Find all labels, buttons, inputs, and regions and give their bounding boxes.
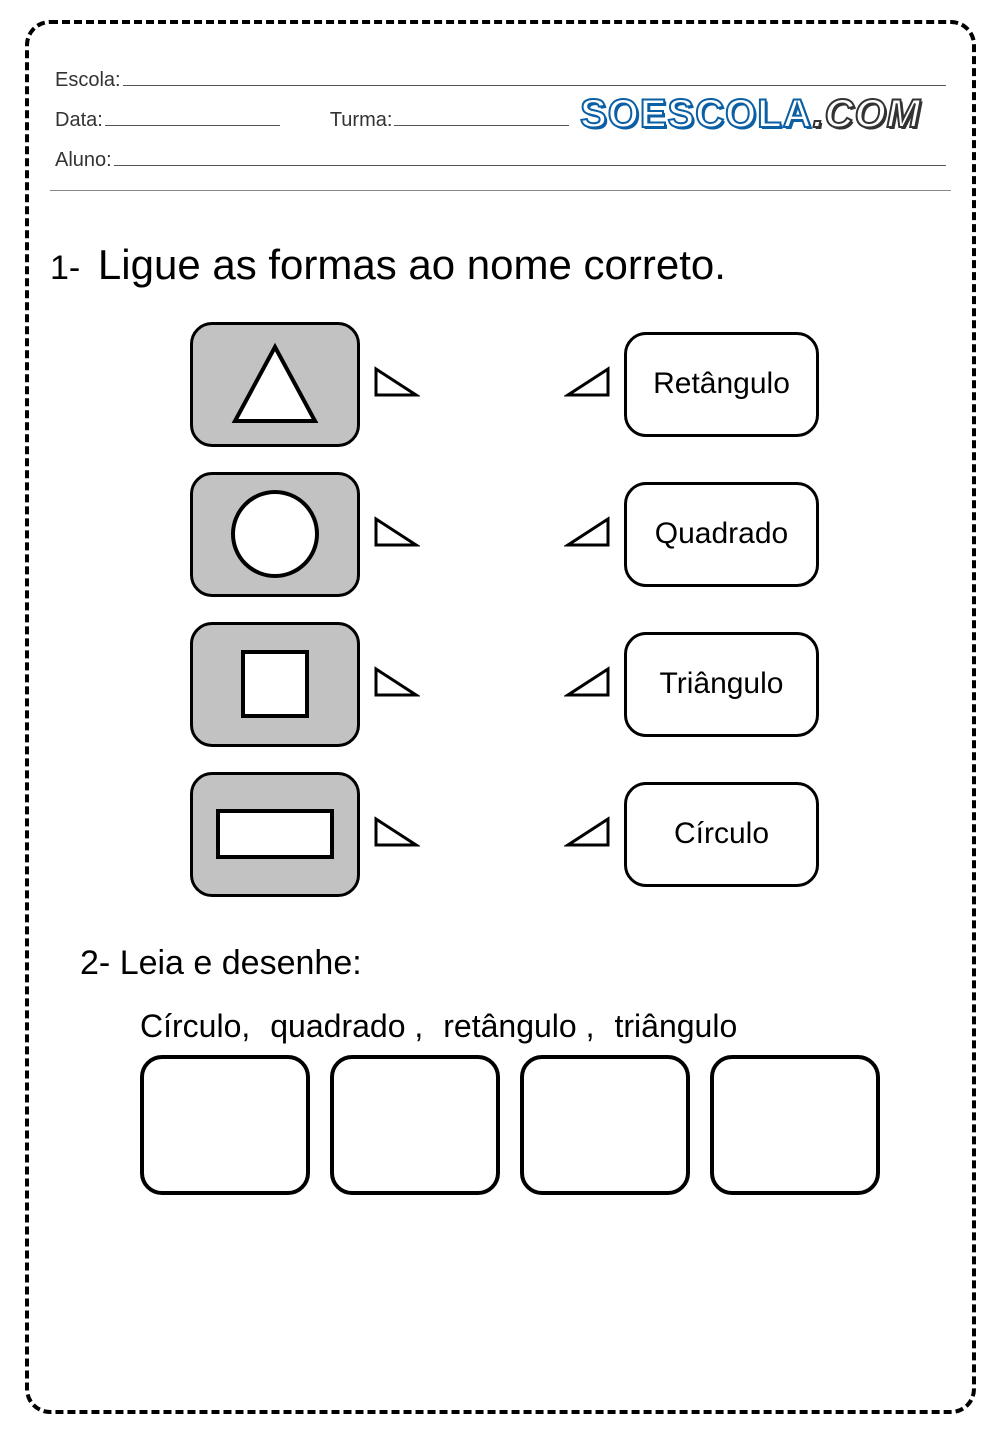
match-row: Triângulo [190,619,951,749]
shape-box-circle [190,472,360,597]
shape-box-square [190,622,360,747]
q2-word: retângulo , [443,1008,594,1045]
q2-word: quadrado , [270,1008,423,1045]
draw-box[interactable] [710,1055,880,1195]
arrow-right-icon [372,515,420,554]
match-row: Círculo [190,769,951,899]
shape-label-box: Triângulo [624,632,819,737]
label-aluno: Aluno: [55,140,112,180]
label-turma: Turma: [330,100,393,140]
line-escola[interactable] [123,66,946,86]
shape-label-text: Triângulo [660,667,784,701]
q2-word: triângulo [614,1008,737,1045]
arrow-right-icon [372,815,420,854]
line-aluno[interactable] [114,146,946,166]
logo-text-1: SOESCOLA [580,92,812,136]
q2-word: Círculo, [140,1008,250,1045]
shape-label-text: Quadrado [655,517,788,551]
q2-draw-boxes [140,1055,951,1195]
shape-box-triangle [190,322,360,447]
arrow-right-icon [372,665,420,704]
match-row: Quadrado [190,469,951,599]
draw-box[interactable] [330,1055,500,1195]
arrow-left-icon [564,665,612,704]
worksheet-page: SOESCOLA.COM Escola: Data: Turma: Aluno:… [0,0,1001,1434]
line-turma[interactable] [394,106,569,126]
logo-text-2: .COM [813,92,921,136]
label-data: Data: [55,100,103,140]
arrow-left-icon [564,815,612,854]
shape-label-text: Retângulo [653,367,790,401]
shape-label-box: Retângulo [624,332,819,437]
draw-box[interactable] [140,1055,310,1195]
page-content: SOESCOLA.COM Escola: Data: Turma: Aluno:… [25,20,976,1215]
shape-box-rectangle [190,772,360,897]
q2-number: 2- [80,944,110,982]
q2-text: Leia e desenhe: [120,944,362,982]
q1-text: Ligue as formas ao nome correto. [98,241,726,288]
line-data[interactable] [105,106,280,126]
q1-number: 1- [50,249,80,287]
draw-box[interactable] [520,1055,690,1195]
arrow-left-icon [564,515,612,554]
question2-title: 2- Leia e desenhe: [80,944,951,983]
q2-word-list: Círculo, quadrado , retângulo , triângulo [140,1008,951,1045]
shape-label-box: Círculo [624,782,819,887]
shape-label-box: Quadrado [624,482,819,587]
site-logo: SOESCOLA.COM [580,92,921,137]
matching-area: Retângulo Quadrado Triângulo Círculo [50,319,951,899]
label-escola: Escola: [55,60,121,100]
question2: 2- Leia e desenhe: Círculo, quadrado , ret… [50,944,951,1195]
arrow-right-icon [372,365,420,404]
question1-title: 1- Ligue as formas ao nome correto. [50,241,951,289]
arrow-left-icon [564,365,612,404]
field-row-aluno: Aluno: [55,140,946,180]
shape-label-text: Círculo [674,817,769,851]
match-row: Retângulo [190,319,951,449]
